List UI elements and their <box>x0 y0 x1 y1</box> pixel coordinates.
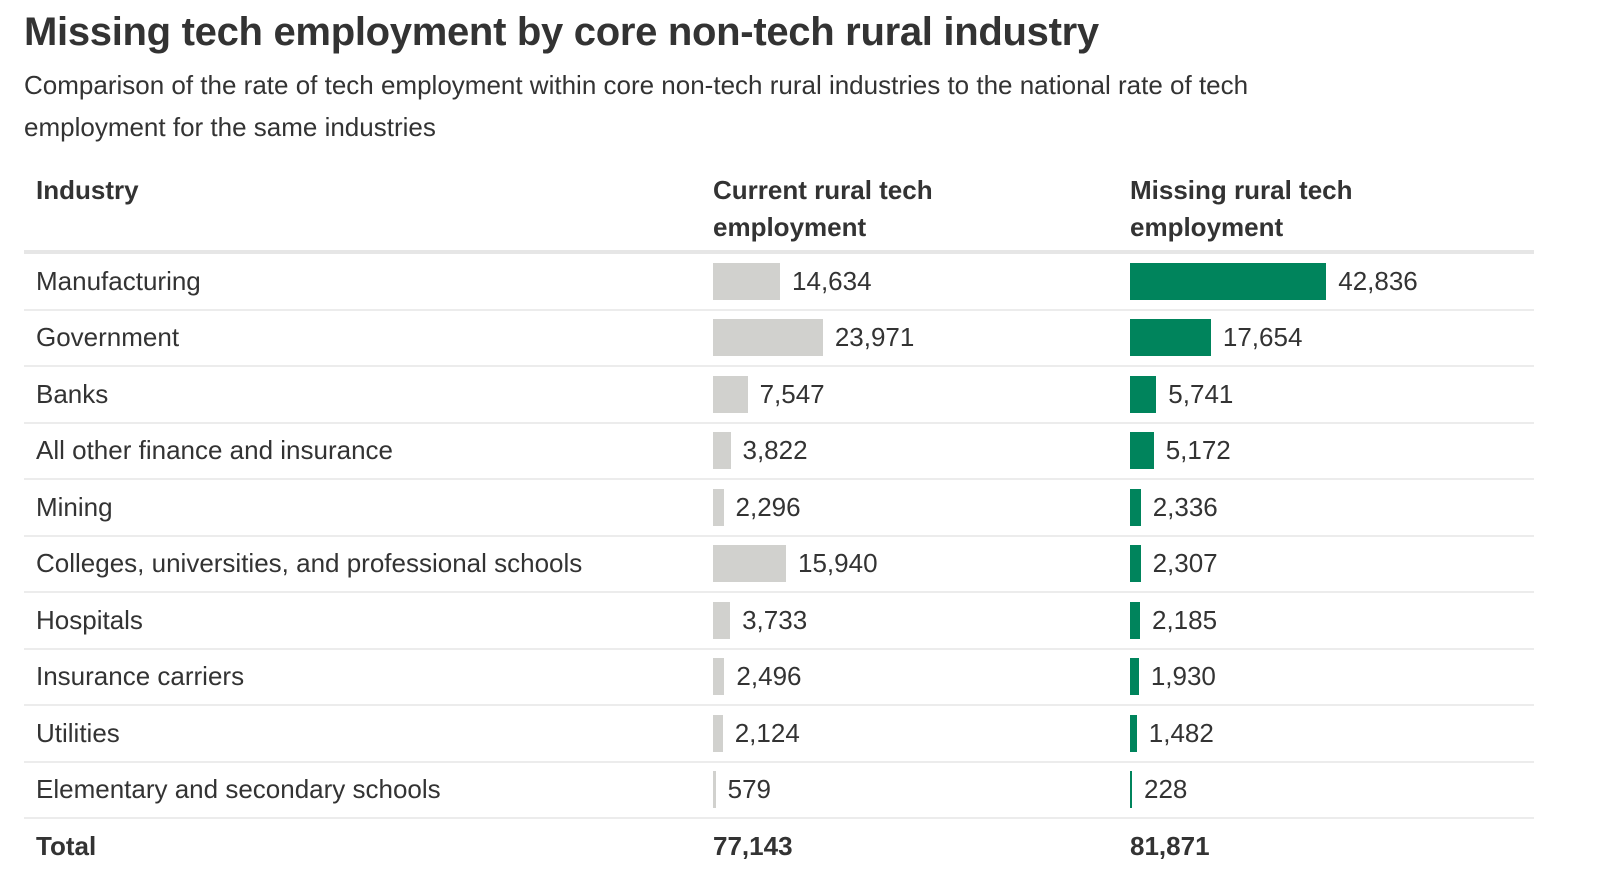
missing-bar <box>1130 262 1327 300</box>
missing-value: 42,836 <box>1338 265 1418 296</box>
missing-cell: 5,172 <box>1130 424 1231 479</box>
current-cell: 14,634 <box>713 254 872 309</box>
table-row: Hospitals 3,733 2,185 <box>24 593 1534 650</box>
missing-bar <box>1130 375 1157 413</box>
missing-value: 1,930 <box>1150 661 1216 692</box>
current-cell: 23,971 <box>713 311 914 366</box>
missing-cell: 2,307 <box>1130 537 1218 592</box>
table-row: Colleges, universities, and professional… <box>24 537 1534 593</box>
table-row: Manufacturing 14,634 42,836 <box>24 254 1534 311</box>
missing-value: 17,654 <box>1222 322 1303 353</box>
current-value: 15,940 <box>798 548 878 579</box>
current-cell: 579 <box>713 763 771 818</box>
current-bar <box>713 319 823 357</box>
missing-value: 2,336 <box>1152 491 1218 522</box>
current-value: 3,733 <box>742 604 808 635</box>
table-row: All other finance and insurance 3,822 5,17… <box>24 424 1534 480</box>
current-bar <box>713 601 731 639</box>
industry-label: Colleges, universities, and professional… <box>36 548 583 579</box>
missing-bar <box>1130 601 1140 639</box>
missing-value: 2,185 <box>1152 604 1218 635</box>
industry-label: Utilities <box>36 717 120 748</box>
missing-cell: 5,741 <box>1130 367 1233 422</box>
missing-bar <box>1130 488 1141 526</box>
data-table: Industry Current rural tech employment M… <box>24 168 1534 874</box>
current-cell: 2,124 <box>713 706 800 761</box>
missing-cell: 2,336 <box>1130 480 1218 535</box>
missing-value: 5,741 <box>1168 378 1234 409</box>
header-missing: Missing rural tech employment <box>1130 175 1353 242</box>
table-body: Manufacturing 14,634 42,836 Government 23,97… <box>24 254 1534 819</box>
missing-value: 228 <box>1144 774 1188 805</box>
table-row: Elementary and secondary schools 579 228 <box>24 763 1534 819</box>
missing-bar <box>1130 432 1154 470</box>
total-missing-value: 81,871 <box>1130 830 1210 861</box>
current-bar <box>713 771 716 809</box>
industry-label: Banks <box>36 378 109 409</box>
current-bar <box>713 262 781 300</box>
table-row: Banks 7,547 5,741 <box>24 367 1534 424</box>
industry-label: Manufacturing <box>36 265 201 296</box>
current-value: 2,496 <box>736 661 802 692</box>
current-value: 14,634 <box>792 265 872 296</box>
missing-cell: 17,654 <box>1130 311 1302 366</box>
missing-cell: 1,930 <box>1130 650 1216 705</box>
current-cell: 2,296 <box>713 480 801 535</box>
table-row: Mining 2,296 2,336 <box>24 480 1534 537</box>
industry-label: All other finance and insurance <box>36 435 394 466</box>
missing-cell: 228 <box>1130 763 1187 818</box>
current-value: 2,296 <box>735 491 801 522</box>
header-current: Current rural tech employment <box>713 175 933 242</box>
current-bar <box>713 545 787 583</box>
chart-title: Missing tech employment by core non-tech… <box>24 10 1099 54</box>
missing-bar <box>1130 658 1139 696</box>
table-row: Insurance carriers 2,496 1,930 <box>24 650 1534 706</box>
current-cell: 2,496 <box>713 650 802 705</box>
missing-bar <box>1130 771 1132 809</box>
total-row: Total 77,143 81,871 <box>24 819 1534 874</box>
missing-value: 5,172 <box>1165 435 1231 466</box>
table-row: Government 23,971 17,654 <box>24 311 1534 367</box>
industry-label: Hospitals <box>36 604 143 635</box>
missing-value: 2,307 <box>1152 548 1218 579</box>
industry-label: Insurance carriers <box>36 661 245 692</box>
total-label: Total <box>36 830 97 861</box>
current-bar <box>713 488 724 526</box>
table-row: Utilities 2,124 1,482 <box>24 706 1534 763</box>
industry-label: Mining <box>36 491 113 522</box>
missing-bar <box>1130 545 1141 583</box>
current-bar <box>713 658 725 696</box>
missing-value: 1,482 <box>1148 717 1214 748</box>
current-cell: 7,547 <box>713 367 825 422</box>
missing-cell: 42,836 <box>1130 254 1418 309</box>
missing-cell: 2,185 <box>1130 593 1217 648</box>
current-bar <box>713 714 723 752</box>
industry-label: Elementary and secondary schools <box>36 774 441 805</box>
header-industry: Industry <box>36 175 139 205</box>
total-current-cell: 77,143 <box>713 819 793 874</box>
table-header: Industry Current rural tech employment M… <box>24 168 1534 254</box>
current-bar <box>713 432 731 470</box>
current-value: 2,124 <box>734 717 800 748</box>
current-cell: 15,940 <box>713 537 878 592</box>
current-value: 579 <box>727 774 772 805</box>
current-value: 7,547 <box>759 378 825 409</box>
total-current-value: 77,143 <box>713 830 793 861</box>
industry-label: Government <box>36 322 180 353</box>
chart-subtitle: Comparison of the rate of tech employmen… <box>24 70 1249 142</box>
current-value: 3,822 <box>742 435 808 466</box>
total-missing-cell: 81,871 <box>1130 819 1210 874</box>
missing-bar <box>1130 714 1137 752</box>
current-value: 23,971 <box>834 322 915 353</box>
current-cell: 3,822 <box>713 424 808 479</box>
current-cell: 3,733 <box>713 593 807 648</box>
current-bar <box>713 375 748 413</box>
missing-cell: 1,482 <box>1130 706 1214 761</box>
missing-bar <box>1130 319 1211 357</box>
